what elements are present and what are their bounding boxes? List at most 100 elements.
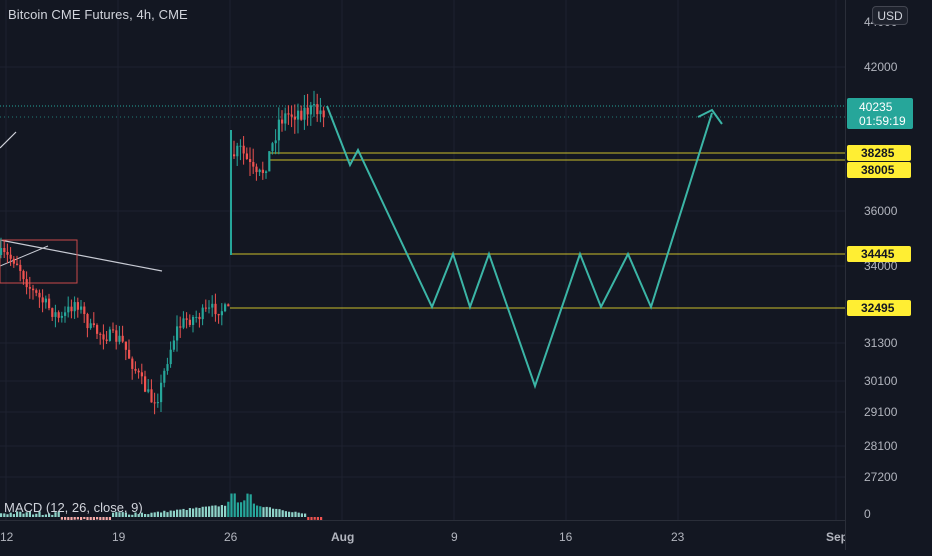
- macd-bar: [51, 514, 54, 517]
- candle-body: [192, 316, 195, 325]
- macd-bar: [249, 494, 252, 517]
- trend-line-short[interactable]: [0, 131, 17, 149]
- level-label-34445: [847, 246, 911, 262]
- macd-bar: [275, 508, 278, 517]
- price-tick: 29100: [864, 405, 898, 419]
- candle-body: [41, 297, 44, 303]
- macd-bar: [204, 506, 207, 517]
- chart-area[interactable]: Bitcoin CME Futures, 4h, CME MACD (12, 2…: [0, 0, 845, 520]
- candle-body: [140, 372, 143, 377]
- candle-body: [96, 325, 99, 334]
- macd-bar: [64, 517, 67, 520]
- candle-body: [44, 298, 47, 303]
- macd-bar: [12, 514, 15, 517]
- candle-body: [277, 119, 280, 141]
- price-tick: 36000: [864, 204, 898, 218]
- candle-body: [60, 315, 63, 318]
- time-scale[interactable]: 12 19 26 Aug 9 16 23 Sep: [0, 520, 848, 550]
- highlight-rectangle[interactable]: [0, 239, 78, 284]
- candle-body: [25, 279, 28, 288]
- price-tick: 0: [864, 507, 871, 521]
- price-tick: 30100: [864, 374, 898, 388]
- macd-bar: [176, 509, 179, 517]
- currency-button[interactable]: USD: [872, 6, 908, 25]
- macd-bar: [294, 511, 297, 517]
- macd-bar: [121, 512, 124, 517]
- level-label-38285-text: 38285: [861, 146, 895, 160]
- macd-bar: [320, 517, 323, 520]
- candle-body: [6, 252, 9, 255]
- macd-bar: [41, 514, 44, 517]
- macd-bar: [259, 506, 262, 517]
- macd-bar: [28, 511, 31, 517]
- candle-body: [313, 104, 316, 106]
- macd-indicator-label[interactable]: MACD (12, 26, close, 9): [4, 500, 143, 515]
- candle-body: [32, 288, 35, 291]
- macd-bar: [198, 507, 201, 517]
- candle-body: [268, 151, 271, 172]
- macd-bar: [96, 517, 99, 520]
- macd-bar: [185, 509, 188, 517]
- candle-body: [214, 303, 217, 315]
- trend-line[interactable]: [0, 239, 163, 272]
- candle-body: [128, 349, 131, 359]
- candle-body: [124, 341, 127, 350]
- candle-body: [261, 169, 264, 173]
- macd-bar: [230, 493, 233, 517]
- macd-bar: [105, 517, 108, 520]
- candle-body: [137, 370, 140, 373]
- level-label-32495: [847, 300, 911, 316]
- macd-bar: [233, 493, 236, 517]
- macd-bar: [278, 509, 281, 517]
- price-chart[interactable]: [0, 0, 845, 520]
- macd-bar: [227, 501, 230, 517]
- macd-bar: [3, 513, 6, 517]
- macd-bar: [172, 510, 175, 517]
- macd-bar: [310, 517, 313, 520]
- price-scale[interactable]: 44000 42000 36000 34000 31300 30100 2910…: [845, 0, 932, 550]
- candle-body: [153, 402, 156, 404]
- candle-body: [156, 402, 159, 404]
- price-tick: 42000: [864, 60, 898, 74]
- price-tick: 34000: [864, 259, 898, 273]
- macd-bar: [118, 512, 121, 517]
- candle-body: [239, 145, 242, 147]
- macd-bar: [144, 513, 147, 517]
- macd-bar: [112, 512, 115, 517]
- candle-body: [83, 306, 86, 315]
- macd-bar: [73, 517, 76, 520]
- horizontal-levels[interactable]: [230, 152, 845, 309]
- candle-body: [144, 376, 147, 392]
- candle-body: [319, 110, 322, 115]
- candle-body: [227, 304, 230, 307]
- candle-body: [102, 334, 105, 340]
- macd-bar: [108, 517, 111, 520]
- level-label-38005-text: 38005: [861, 163, 895, 177]
- candle-body: [48, 298, 51, 309]
- candle-body: [236, 145, 239, 157]
- macd-bar: [236, 502, 239, 517]
- trend-line-2[interactable]: [0, 245, 49, 267]
- candle-body: [118, 335, 121, 342]
- macd-bar: [25, 512, 28, 517]
- macd-bar: [268, 507, 271, 517]
- projection-path[interactable]: [326, 105, 713, 390]
- level-label-38285: [847, 145, 911, 161]
- macd-bar: [188, 508, 191, 517]
- macd-bar: [156, 511, 159, 517]
- candle-body: [76, 302, 79, 310]
- time-tick: 12: [0, 530, 14, 544]
- candle-body: [322, 110, 325, 118]
- candle-body: [188, 319, 191, 325]
- candle-body: [217, 314, 220, 316]
- chart-title: Bitcoin CME Futures, 4h, CME: [8, 7, 188, 22]
- macd-bar: [124, 512, 127, 517]
- candle-body: [115, 330, 118, 342]
- macd-bar: [214, 505, 217, 517]
- macd-bar: [304, 513, 307, 517]
- macd-bar: [19, 511, 22, 517]
- candle-body: [160, 382, 163, 403]
- candle-body: [108, 329, 111, 341]
- macd-bar: [57, 511, 60, 517]
- candle-body: [281, 119, 284, 124]
